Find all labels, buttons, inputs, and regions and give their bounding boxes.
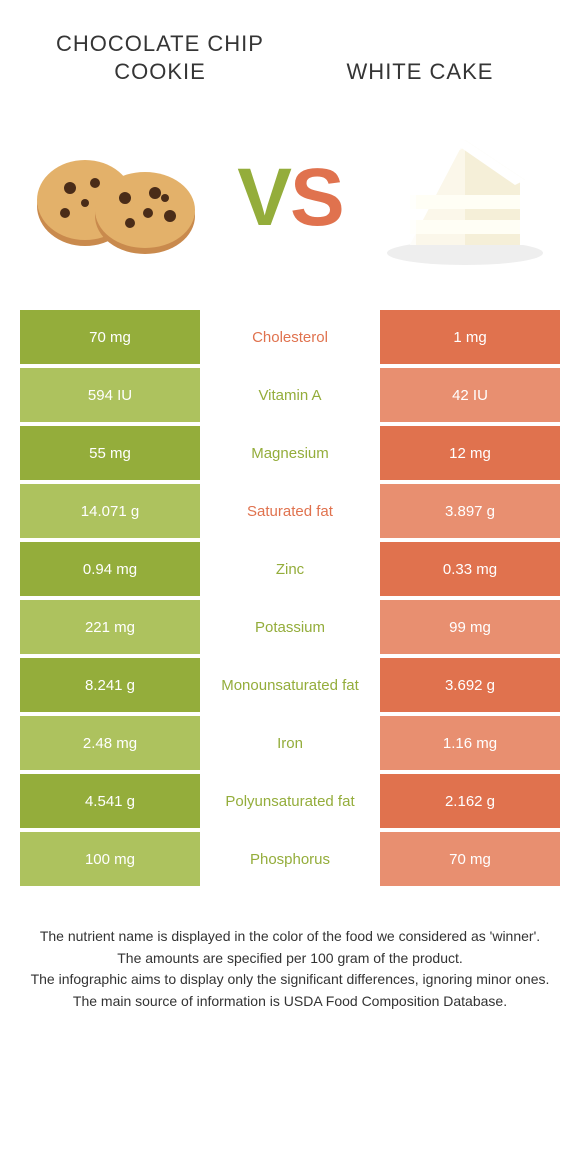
table-row: 594 IUVitamin A42 IU xyxy=(20,368,560,422)
footer-line-4: The main source of information is USDA F… xyxy=(30,991,550,1013)
footer-line-1: The nutrient name is displayed in the co… xyxy=(30,926,550,948)
cell-left-value: 100 mg xyxy=(20,832,200,886)
food-left-title: CHOCOLATE CHIP COOKIE xyxy=(30,30,290,85)
cell-nutrient-name: Cholesterol xyxy=(200,310,380,364)
table-row: 8.241 gMonounsaturated fat3.692 g xyxy=(20,658,560,712)
vs-s: S xyxy=(290,152,343,243)
cell-right-value: 0.33 mg xyxy=(380,542,560,596)
cell-left-value: 0.94 mg xyxy=(20,542,200,596)
cell-nutrient-name: Zinc xyxy=(200,542,380,596)
table-row: 221 mgPotassium99 mg xyxy=(20,600,560,654)
hero-row: VS xyxy=(0,95,580,310)
footer-line-3: The infographic aims to display only the… xyxy=(30,969,550,991)
cell-right-value: 70 mg xyxy=(380,832,560,886)
cell-nutrient-name: Saturated fat xyxy=(200,484,380,538)
cell-left-value: 2.48 mg xyxy=(20,716,200,770)
cell-right-value: 1 mg xyxy=(380,310,560,364)
cell-right-value: 3.897 g xyxy=(380,484,560,538)
nutrient-table: 70 mgCholesterol1 mg594 IUVitamin A42 IU… xyxy=(20,310,560,886)
header-right: WHITE CAKE xyxy=(290,30,550,85)
vs-v: V xyxy=(237,152,290,243)
table-row: 4.541 gPolyunsaturated fat2.162 g xyxy=(20,774,560,828)
food-left-image xyxy=(30,125,210,270)
cell-nutrient-name: Potassium xyxy=(200,600,380,654)
cell-left-value: 70 mg xyxy=(20,310,200,364)
table-row: 100 mgPhosphorus70 mg xyxy=(20,832,560,886)
table-row: 55 mgMagnesium12 mg xyxy=(20,426,560,480)
food-right-title: WHITE CAKE xyxy=(347,58,494,86)
cell-right-value: 3.692 g xyxy=(380,658,560,712)
cell-left-value: 221 mg xyxy=(20,600,200,654)
table-row: 14.071 gSaturated fat3.897 g xyxy=(20,484,560,538)
cell-left-value: 8.241 g xyxy=(20,658,200,712)
cell-left-value: 14.071 g xyxy=(20,484,200,538)
header-left: CHOCOLATE CHIP COOKIE xyxy=(30,30,290,85)
table-row: 2.48 mgIron1.16 mg xyxy=(20,716,560,770)
table-row: 70 mgCholesterol1 mg xyxy=(20,310,560,364)
table-row: 0.94 mgZinc0.33 mg xyxy=(20,542,560,596)
cell-nutrient-name: Polyunsaturated fat xyxy=(200,774,380,828)
cell-right-value: 2.162 g xyxy=(380,774,560,828)
cell-nutrient-name: Iron xyxy=(200,716,380,770)
cell-right-value: 12 mg xyxy=(380,426,560,480)
vs-label: VS xyxy=(237,151,342,245)
footer-line-2: The amounts are specified per 100 gram o… xyxy=(30,948,550,970)
cell-nutrient-name: Monounsaturated fat xyxy=(200,658,380,712)
header-row: CHOCOLATE CHIP COOKIE WHITE CAKE xyxy=(0,0,580,95)
cell-left-value: 55 mg xyxy=(20,426,200,480)
cell-right-value: 42 IU xyxy=(380,368,560,422)
cell-left-value: 4.541 g xyxy=(20,774,200,828)
cell-right-value: 1.16 mg xyxy=(380,716,560,770)
footer-notes: The nutrient name is displayed in the co… xyxy=(30,926,550,1013)
cell-left-value: 594 IU xyxy=(20,368,200,422)
cell-nutrient-name: Vitamin A xyxy=(200,368,380,422)
cell-right-value: 99 mg xyxy=(380,600,560,654)
cell-nutrient-name: Magnesium xyxy=(200,426,380,480)
food-right-image xyxy=(370,125,550,270)
cell-nutrient-name: Phosphorus xyxy=(200,832,380,886)
